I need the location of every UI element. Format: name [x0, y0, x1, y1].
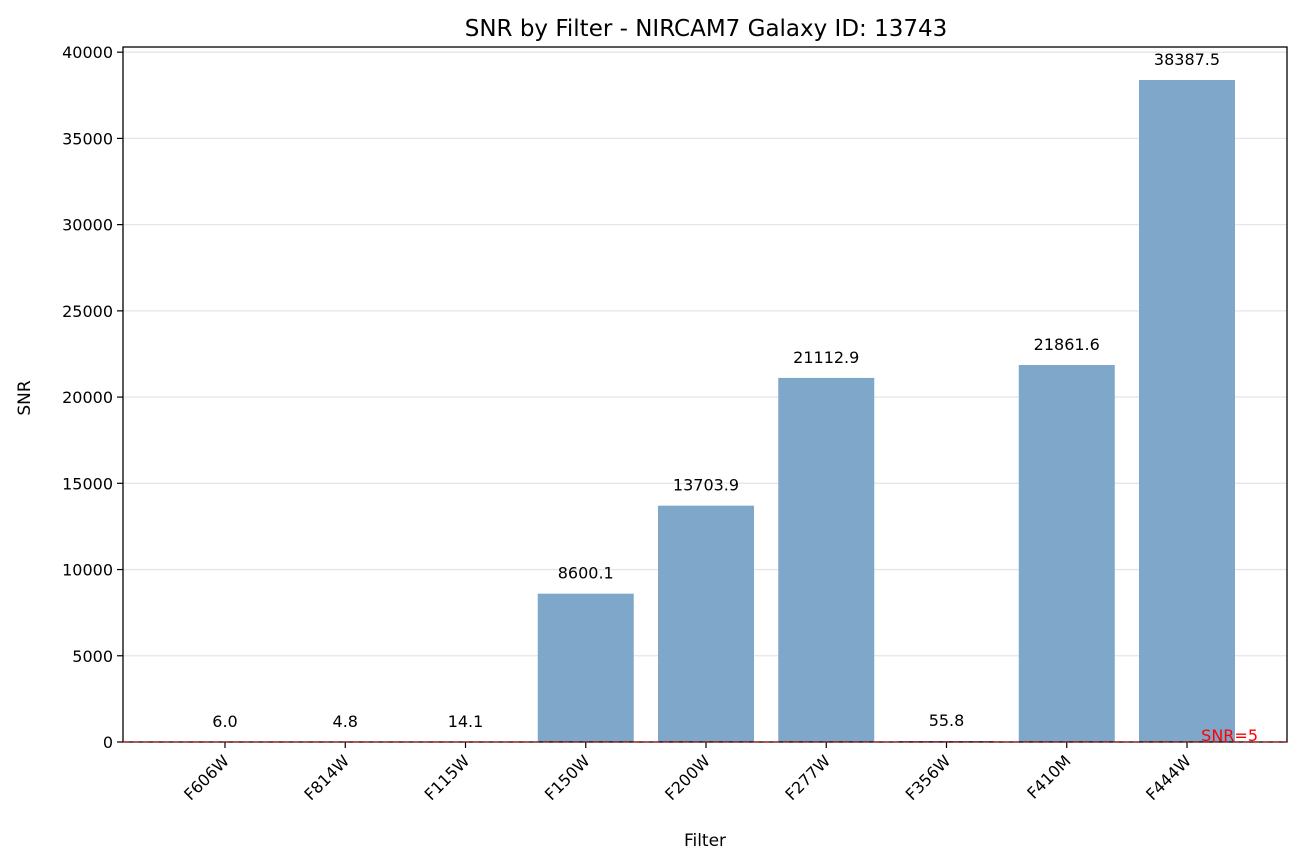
x-tick-label: F356W	[902, 751, 955, 804]
bar-f444w	[1139, 79, 1235, 743]
y-tick-label: 0	[103, 733, 113, 752]
x-axis-title: Filter	[684, 831, 726, 851]
x-tick-label: F410M	[1023, 751, 1074, 802]
bars	[177, 79, 1235, 743]
bar-f200w	[658, 505, 754, 742]
bar-value-label: 13703.9	[673, 476, 739, 495]
y-tick-label: 30000	[62, 216, 113, 235]
chart-title: SNR by Filter - NIRCAM7 Galaxy ID: 13743	[465, 16, 948, 42]
reference-line-group: SNR=5	[123, 726, 1287, 745]
bar-value-labels: 6.0 4.8 14.1 8600.1 13703.9 21112.9 55.8 21861.…	[212, 50, 1220, 731]
bar-value-label: 55.8	[929, 711, 965, 730]
x-tick-label: F814W	[300, 751, 353, 804]
bar-value-label: 21861.6	[1034, 335, 1100, 354]
snr-threshold-label: SNR=5	[1201, 726, 1258, 745]
x-tick-label: F277W	[781, 751, 834, 804]
y-tick-label: 10000	[62, 561, 113, 580]
bar-f277w	[778, 377, 875, 742]
bar-value-label: 21112.9	[793, 348, 859, 367]
bar-f410m	[1018, 364, 1115, 742]
x-tick-label: F606W	[180, 751, 233, 804]
y-tick-label: 20000	[62, 388, 113, 407]
bar-value-label: 38387.5	[1154, 50, 1220, 69]
y-tick-label: 35000	[62, 129, 113, 148]
y-tick-label: 15000	[62, 474, 113, 493]
x-tick-label: F150W	[541, 751, 594, 804]
y-axis-title: SNR	[15, 380, 35, 416]
y-tick-label: 25000	[62, 302, 113, 321]
x-tick-label: F444W	[1142, 751, 1195, 804]
bar-value-label: 6.0	[212, 712, 237, 731]
bar-value-label: 14.1	[448, 712, 484, 731]
bar-f150w	[537, 593, 634, 742]
y-tick-label: 40000	[62, 43, 113, 62]
gridlines	[123, 51, 1287, 657]
bar-value-label: 4.8	[333, 712, 358, 731]
bar-value-label: 8600.1	[558, 564, 614, 583]
x-tick-label: F115W	[421, 751, 474, 804]
x-tick-label: F200W	[661, 751, 714, 804]
y-tick-label: 5000	[72, 647, 113, 666]
